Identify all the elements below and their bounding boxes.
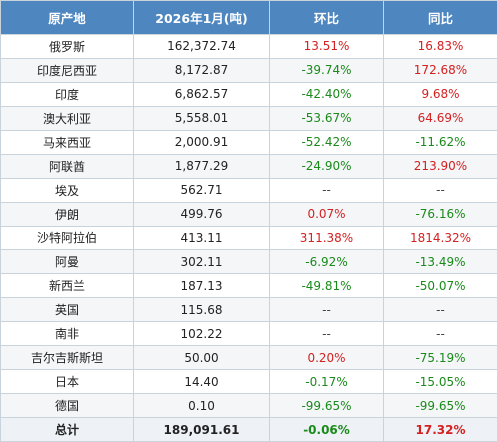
cell-yoy: 9.68%: [383, 81, 497, 107]
cell-origin: 伊朗: [0, 201, 134, 227]
cell-mom: -49.81%: [269, 273, 384, 299]
cell-value: 5,558.01: [133, 105, 270, 131]
header-value: 2026年1月(吨): [133, 0, 270, 35]
table-row: 沙特阿拉伯 413.11 311.38% 1814.32%: [0, 225, 497, 251]
cell-yoy: --: [383, 297, 497, 323]
cell-mom: 13.51%: [269, 34, 384, 59]
cell-origin: 俄罗斯: [0, 34, 134, 59]
cell-value: 1,877.29: [133, 153, 270, 179]
cell-value: 14.40: [133, 369, 270, 395]
cell-mom: -53.67%: [269, 105, 384, 131]
cell-mom: --: [269, 321, 384, 347]
cell-value: 6,862.57: [133, 81, 270, 107]
cell-origin: 马来西亚: [0, 129, 134, 155]
table-row: 伊朗 499.76 0.07% -76.16%: [0, 201, 497, 227]
cell-yoy: 213.90%: [383, 153, 497, 179]
cell-yoy: 1814.32%: [383, 225, 497, 251]
cell-mom: --: [269, 177, 384, 203]
cell-mom: -52.42%: [269, 129, 384, 155]
cell-origin: 德国: [0, 393, 134, 418]
cell-mom: -0.17%: [269, 369, 384, 395]
table-row: 印度尼西亚 8,172.87 -39.74% 172.68%: [0, 57, 497, 83]
cell-yoy: 17.32%: [383, 417, 497, 442]
cell-mom: -39.74%: [269, 57, 384, 83]
table-row: 南非 102.22 -- --: [0, 321, 497, 347]
cell-yoy: -76.16%: [383, 201, 497, 227]
cell-origin: 总计: [0, 417, 134, 442]
cell-origin: 日本: [0, 369, 134, 395]
table-row: 埃及 562.71 -- --: [0, 177, 497, 203]
cell-origin: 吉尔吉斯斯坦: [0, 345, 134, 371]
table-row: 澳大利亚 5,558.01 -53.67% 64.69%: [0, 105, 497, 131]
cell-origin: 阿曼: [0, 249, 134, 275]
header-mom: 环比: [269, 0, 384, 35]
cell-value: 187.13: [133, 273, 270, 299]
cell-yoy: -50.07%: [383, 273, 497, 299]
cell-origin: 沙特阿拉伯: [0, 225, 134, 251]
cell-yoy: -99.65%: [383, 393, 497, 418]
table-total-row: 总计 189,091.61 -0.06% 17.32%: [0, 417, 497, 442]
cell-origin: 新西兰: [0, 273, 134, 299]
cell-value: 0.10: [133, 393, 270, 418]
cell-mom: 0.20%: [269, 345, 384, 371]
cell-mom: 311.38%: [269, 225, 384, 251]
cell-yoy: 16.83%: [383, 34, 497, 59]
table-row: 印度 6,862.57 -42.40% 9.68%: [0, 81, 497, 107]
cell-value: 189,091.61: [133, 417, 270, 442]
cell-value: 302.11: [133, 249, 270, 275]
table-row: 马来西亚 2,000.91 -52.42% -11.62%: [0, 129, 497, 155]
header-origin: 原产地: [0, 0, 134, 35]
table-header-row: 原产地 2026年1月(吨) 环比 同比: [0, 0, 497, 35]
table-row: 阿联酋 1,877.29 -24.90% 213.90%: [0, 153, 497, 179]
cell-value: 8,172.87: [133, 57, 270, 83]
cell-origin: 南非: [0, 321, 134, 347]
table-body: 俄罗斯 162,372.74 13.51% 16.83% 印度尼西亚 8,172.87 -3…: [0, 34, 497, 442]
cell-mom: -24.90%: [269, 153, 384, 179]
header-yoy: 同比: [383, 0, 497, 35]
cell-mom: -0.06%: [269, 417, 384, 442]
cell-yoy: --: [383, 177, 497, 203]
cell-origin: 阿联酋: [0, 153, 134, 179]
cell-yoy: 64.69%: [383, 105, 497, 131]
table-row: 俄罗斯 162,372.74 13.51% 16.83%: [0, 34, 497, 59]
cell-origin: 印度尼西亚: [0, 57, 134, 83]
cell-value: 499.76: [133, 201, 270, 227]
cell-mom: -99.65%: [269, 393, 384, 418]
cell-mom: --: [269, 297, 384, 323]
cell-yoy: 172.68%: [383, 57, 497, 83]
cell-mom: 0.07%: [269, 201, 384, 227]
cell-mom: -42.40%: [269, 81, 384, 107]
table-row: 吉尔吉斯斯坦 50.00 0.20% -75.19%: [0, 345, 497, 371]
table-row: 德国 0.10 -99.65% -99.65%: [0, 393, 497, 418]
cell-yoy: -13.49%: [383, 249, 497, 275]
cell-origin: 埃及: [0, 177, 134, 203]
cell-yoy: -15.05%: [383, 369, 497, 395]
cell-value: 562.71: [133, 177, 270, 203]
cell-value: 102.22: [133, 321, 270, 347]
cell-mom: -6.92%: [269, 249, 384, 275]
cell-value: 2,000.91: [133, 129, 270, 155]
cell-origin: 英国: [0, 297, 134, 323]
cell-yoy: -75.19%: [383, 345, 497, 371]
cell-value: 413.11: [133, 225, 270, 251]
table-row: 日本 14.40 -0.17% -15.05%: [0, 369, 497, 395]
cell-value: 115.68: [133, 297, 270, 323]
table-row: 英国 115.68 -- --: [0, 297, 497, 323]
cell-origin: 印度: [0, 81, 134, 107]
table-row: 阿曼 302.11 -6.92% -13.49%: [0, 249, 497, 275]
cell-origin: 澳大利亚: [0, 105, 134, 131]
cell-yoy: -11.62%: [383, 129, 497, 155]
cell-value: 162,372.74: [133, 34, 270, 59]
cell-yoy: --: [383, 321, 497, 347]
table-row: 新西兰 187.13 -49.81% -50.07%: [0, 273, 497, 299]
cell-value: 50.00: [133, 345, 270, 371]
